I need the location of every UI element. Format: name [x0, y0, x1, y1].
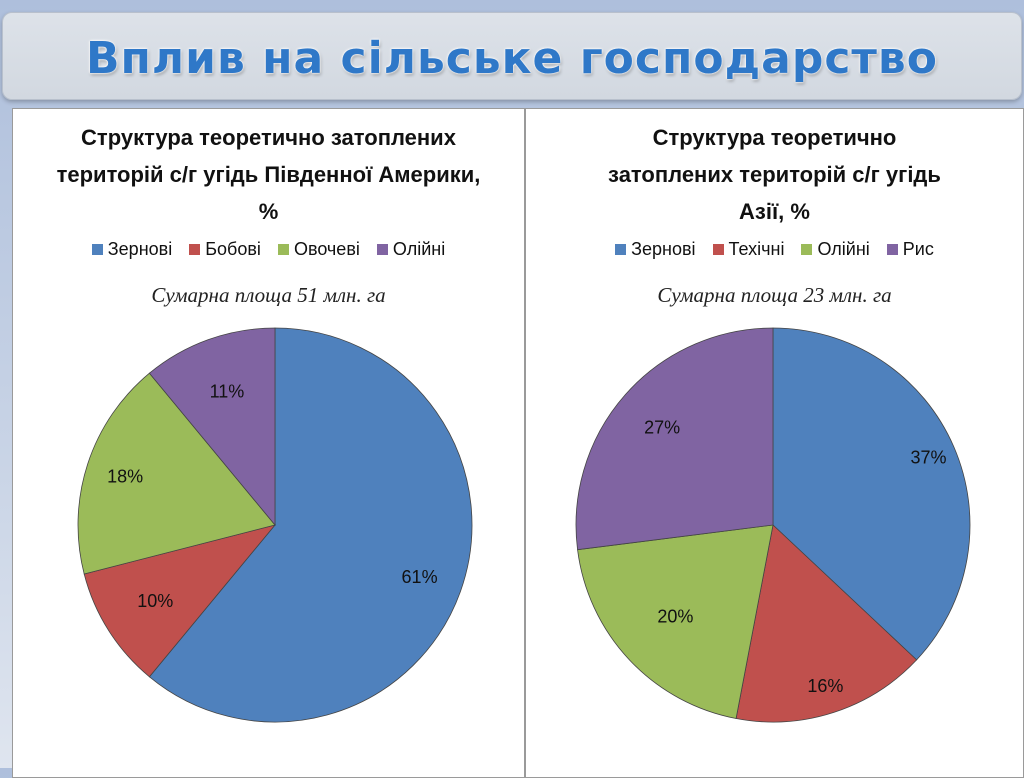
legend-label: Рис	[902, 239, 934, 259]
chart-subtitle: Сумарна площа 23 млн. га	[657, 283, 892, 307]
legend-label: Бобові	[205, 239, 261, 259]
chart-title: Структура теоретично затоплених територі…	[608, 125, 941, 224]
legend-swatch	[189, 244, 201, 255]
legend-swatch	[801, 244, 813, 255]
data-label: 18%	[107, 466, 143, 486]
legend-label: Техічні	[728, 239, 785, 259]
legend-label: Зернові	[631, 239, 696, 259]
pie-chart: 61% 10% 18% 11%	[77, 327, 473, 723]
legend-swatch	[376, 244, 388, 255]
pie-slice	[575, 327, 774, 551]
slide-title-bar: Вплив на сільське господарство	[2, 12, 1022, 100]
chart-panel-asia: Структура теоретично затоплених територі…	[525, 108, 1024, 778]
legend-item: Зернові	[91, 239, 173, 260]
data-label: 27%	[644, 417, 680, 437]
pie-slice	[148, 327, 276, 527]
legend-swatch	[91, 244, 103, 255]
data-label: 20%	[657, 607, 693, 627]
data-label: 10%	[137, 591, 173, 611]
pie-slice	[77, 372, 276, 575]
pie-chart: 37% 16% 20% 27%	[575, 327, 971, 723]
legend-item: Рис	[886, 239, 934, 260]
chart-title: Структура теоретично затоплених територі…	[56, 125, 481, 224]
data-label: 61%	[402, 567, 438, 587]
legend-swatch	[615, 244, 627, 255]
chart-legend: Зернові Техічні Олійні Рис	[526, 239, 1023, 260]
legend-label: Олійні	[392, 239, 446, 259]
legend-label: Олійні	[817, 239, 870, 259]
chart-panel-south-america: Структура теоретично затоплених територі…	[12, 108, 525, 778]
legend-swatch	[277, 244, 289, 255]
data-label: 37%	[910, 448, 946, 468]
legend-label: Овочеві	[293, 239, 360, 259]
slide-title: Вплив на сільське господарство	[85, 33, 938, 84]
chart-subtitle: Сумарна площа 51 млн. га	[151, 283, 386, 307]
legend-item: Зернові	[615, 239, 696, 260]
legend-item: Техічні	[712, 239, 785, 260]
legend-swatch	[886, 244, 898, 255]
pie-slice	[735, 524, 918, 723]
pie-slice	[577, 524, 774, 719]
data-label: 11%	[210, 382, 245, 402]
pie-slice	[83, 524, 277, 678]
legend-item: Овочеві	[277, 239, 360, 260]
legend-item: Бобові	[189, 239, 261, 260]
data-label: 16%	[807, 676, 843, 696]
legend-item: Олійні	[376, 239, 446, 260]
legend-item: Олійні	[801, 239, 870, 260]
pie-slice	[148, 327, 473, 723]
pie-slice	[772, 327, 971, 661]
chart-legend: Зернові Бобові Овочеві Олійні	[13, 239, 524, 260]
legend-label: Зернові	[107, 239, 173, 259]
legend-swatch	[712, 244, 724, 255]
